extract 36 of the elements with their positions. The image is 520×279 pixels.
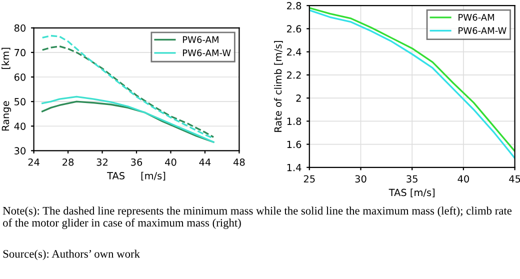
x-tick-label: 24 <box>28 158 40 166</box>
y-tick-label: 2.4 <box>287 48 302 56</box>
x-tick-label: 30 <box>355 175 366 183</box>
y-tick-label: 80 <box>14 24 26 32</box>
x-tick-label: 44 <box>199 158 211 166</box>
legend-label: PW6-AM-W <box>458 27 506 34</box>
x-tick-label: 28 <box>62 158 74 166</box>
y-tick-label: 1.4 <box>287 164 302 172</box>
y-tick-label: 2.8 <box>287 2 302 10</box>
y-tick-label: 40 <box>14 122 26 130</box>
x-tick-label: 48 <box>233 158 245 166</box>
y-tick-label: 70 <box>14 48 26 56</box>
x-tick-label: 40 <box>165 158 176 166</box>
x-tick-label: 40 <box>458 175 469 183</box>
y-tick-label: 2.6 <box>287 25 302 33</box>
y-tick-label: 50 <box>14 98 26 106</box>
y-axis-title: Range [km] <box>2 48 12 131</box>
source-note: Source(s): Authors’ own work <box>3 250 140 260</box>
x-tick-label: 35 <box>406 175 418 183</box>
y-tick-label: 1.6 <box>287 140 302 148</box>
x-axis-title: TAS [m/s] <box>388 188 435 198</box>
legend-label: PW6-AM <box>458 14 494 21</box>
legend-label: PW6-AM-W <box>183 49 231 56</box>
x-tick-label: 32 <box>96 158 108 166</box>
y-axis-title: Rate of climb [m/s] <box>274 40 283 132</box>
x-tick-label: 36 <box>131 158 142 166</box>
legend-label: PW6-AM <box>183 36 218 44</box>
y-tick-label: 2.2 <box>287 71 301 79</box>
y-tick-label: 60 <box>14 73 26 81</box>
x-axis-title: TAS [m/s] <box>107 172 166 181</box>
x-tick-label: 25 <box>304 175 315 183</box>
y-tick-label: 1.8 <box>287 118 302 125</box>
text: Note(s): The dashed line represents the minimum mass while the solid line the maximum mass (left); climb rate of the motor glider in case of maximum mass (right) <box>2 206 512 229</box>
y-tick-label: 2 <box>296 94 301 102</box>
x-tick-label: 45 <box>509 175 520 183</box>
y-tick-label: 30 <box>14 147 26 154</box>
